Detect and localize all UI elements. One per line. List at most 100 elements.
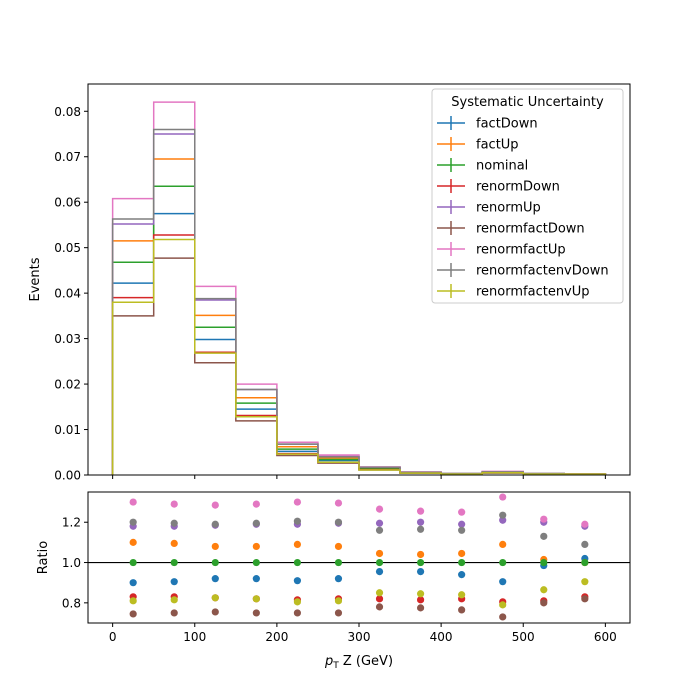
ratio-point xyxy=(375,603,384,611)
legend-item-renormUp: renormUp xyxy=(437,200,541,216)
ratio-point xyxy=(252,542,260,551)
x-axis-label: pT Z (GeV) xyxy=(324,654,393,671)
ratio-point xyxy=(334,597,343,605)
ratio-point xyxy=(293,558,302,567)
x-tick-label: 500 xyxy=(512,630,535,644)
ratio-y-axis: 0.8 1.0 1.2 xyxy=(62,516,88,610)
ratio-series-renormfactenvDown xyxy=(129,511,589,549)
histogram-x-axis xyxy=(112,475,606,479)
ratio-point xyxy=(581,520,589,528)
x-tick-label: 100 xyxy=(183,630,206,644)
legend-item-renormDown: renormDown xyxy=(437,179,560,195)
ratio-point xyxy=(211,575,219,583)
ratio-point xyxy=(499,558,507,567)
ratio-point xyxy=(252,595,260,603)
legend-label: renormDown xyxy=(476,180,560,195)
ratio-point xyxy=(499,493,507,501)
legend-item-renormfactUp: renormfactUp xyxy=(437,242,566,258)
legend-item-factUp: factUp xyxy=(437,137,519,153)
ratio-point xyxy=(129,498,137,506)
x-tick-label: 400 xyxy=(430,630,453,644)
legend-item-renormfactenvDown: renormfactenvDown xyxy=(437,263,609,279)
ratio-point xyxy=(581,540,589,549)
ratio-point xyxy=(170,519,178,527)
ratio-point xyxy=(211,520,219,528)
histogram-series-group xyxy=(111,101,607,475)
histogram-y-tick-label: 0.00 xyxy=(54,469,81,483)
ratio-point xyxy=(170,578,178,586)
legend-label: nominal xyxy=(476,159,528,174)
ratio-point xyxy=(170,596,178,604)
ratio-point xyxy=(211,558,219,567)
ratio-point xyxy=(499,578,507,586)
ratio-x-axis: 0 100 200 300 400 500 600 xyxy=(109,623,617,644)
histogram-y-tick-label: 0.01 xyxy=(54,423,81,437)
histogram-y-tick-label: 0.05 xyxy=(54,241,81,255)
ratio-point xyxy=(252,519,260,527)
ratio-point xyxy=(293,609,302,617)
ratio-point xyxy=(540,532,548,540)
ratio-point xyxy=(170,558,178,567)
ratio-point xyxy=(458,526,466,534)
ratio-point xyxy=(334,575,343,583)
ratio-point xyxy=(499,613,507,621)
ratio-point xyxy=(211,594,219,602)
legend-title: Systematic Uncertainty xyxy=(451,95,604,110)
x-tick-label: 200 xyxy=(265,630,288,644)
histogram-y-axis-label: Events xyxy=(28,257,43,301)
ratio-frame xyxy=(87,491,631,624)
ratio-series-renormfactenvUp xyxy=(129,578,589,609)
ratio-point xyxy=(170,539,178,547)
x-tick-label: 0 xyxy=(109,630,117,644)
ratio-point xyxy=(416,568,425,576)
x-tick-label: 600 xyxy=(594,630,617,644)
x-tick-label: 300 xyxy=(348,630,371,644)
ratio-point xyxy=(458,508,466,516)
ratio-point xyxy=(375,526,384,534)
legend-label: renormfactenvUp xyxy=(476,285,590,300)
ratio-point xyxy=(458,558,466,567)
ratio-series-renormfactDown xyxy=(129,595,589,621)
ratio-point xyxy=(211,501,219,509)
ratio-point xyxy=(416,596,425,604)
legend-item-renormfactenvUp: renormfactenvUp xyxy=(437,284,590,300)
ratio-point xyxy=(293,598,302,606)
ratio-point xyxy=(375,589,384,597)
ratio-point xyxy=(334,542,343,551)
ratio-point xyxy=(375,505,384,513)
ratio-point xyxy=(375,568,384,576)
ratio-point xyxy=(129,538,137,546)
ratio-points-group xyxy=(129,493,589,621)
legend-label: renormfactDown xyxy=(476,222,585,237)
ratio-point xyxy=(499,511,507,519)
ratio-point xyxy=(252,558,260,567)
histogram-frame xyxy=(87,83,631,476)
ratio-point xyxy=(170,609,178,617)
ratio-point xyxy=(334,558,343,567)
histogram-y-tick-label: 0.06 xyxy=(54,196,81,210)
legend-label: factDown xyxy=(476,117,538,132)
ratio-point xyxy=(375,558,384,567)
ratio-point xyxy=(129,558,137,567)
ratio-point xyxy=(458,571,466,579)
ratio-point xyxy=(252,575,260,583)
ratio-point xyxy=(581,558,589,567)
legend-label: factUp xyxy=(476,138,519,153)
histogram-y-tick-label: 0.08 xyxy=(54,105,81,119)
ratio-point xyxy=(581,595,589,603)
ratio-point xyxy=(581,578,589,586)
ratio-point xyxy=(129,579,137,587)
x-axis-label-subscript: T xyxy=(332,661,339,671)
ratio-point xyxy=(540,599,548,607)
ratio-series-nominal xyxy=(129,558,589,567)
ratio-point xyxy=(293,498,302,506)
legend-box xyxy=(431,88,624,304)
ratio-point xyxy=(334,499,343,507)
ratio-point xyxy=(293,540,302,549)
ratio-point xyxy=(458,520,466,528)
ratio-y-tick-label: 0.8 xyxy=(62,596,81,610)
ratio-point xyxy=(334,518,343,526)
ratio-point xyxy=(416,550,425,559)
histogram-y-axis: 0.00 0.01 0.02 0.03 0.04 0.05 0.06 0.07 0.08 xyxy=(54,105,88,483)
